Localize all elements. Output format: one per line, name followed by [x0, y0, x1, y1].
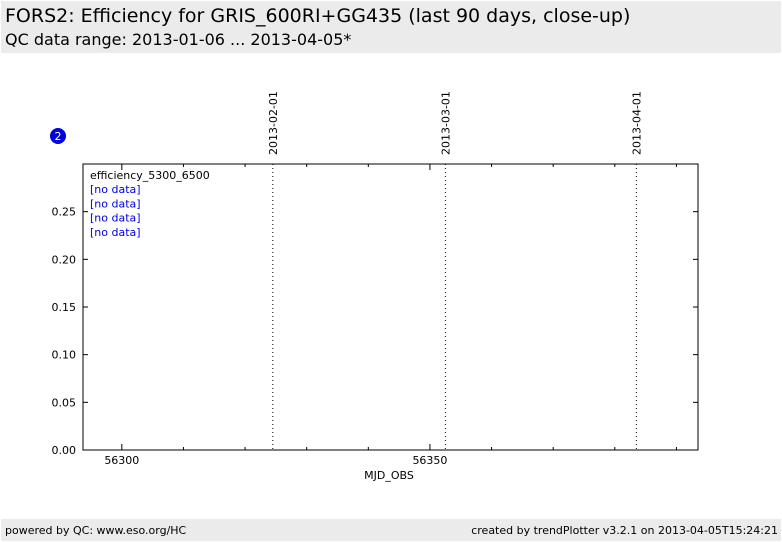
legend-entry: [no data]: [90, 183, 141, 196]
y-tick-label: 0.20: [52, 253, 77, 266]
y-tick-label: 0.25: [52, 206, 77, 219]
y-tick-label: 0.00: [52, 444, 77, 457]
y-tick-label: 0.15: [52, 301, 77, 314]
x-axis-label: MJD_OBS: [364, 469, 414, 482]
x-tick-label: 56350: [412, 454, 447, 467]
badge: [50, 128, 66, 144]
footer: powered by QC: www.eso.org/HC created by…: [1, 519, 781, 541]
legend-entry: [no data]: [90, 226, 141, 239]
y-tick-label: 0.05: [52, 396, 77, 409]
x-tick-label: 56300: [104, 454, 139, 467]
subtitle: QC data range: 2013-01-06 ... 2013-04-05…: [5, 30, 352, 49]
legend-entry: [no data]: [90, 212, 141, 225]
badge-label: 2: [55, 130, 62, 143]
date-marker-label: 2013-03-01: [439, 91, 452, 155]
title: FORS2: Efficiency for GRIS_600RI+GG435 (…: [5, 5, 631, 27]
legend-entry: [no data]: [90, 197, 141, 210]
legend-title: efficiency_5300_6500: [90, 169, 210, 182]
date-marker-label: 2013-02-01: [267, 91, 280, 155]
date-marker-label: 2013-04-01: [630, 91, 643, 155]
plot-frame: [82, 163, 699, 451]
header: FORS2: Efficiency for GRIS_600RI+GG435 (…: [1, 1, 781, 53]
footer-left: powered by QC: www.eso.org/HC: [5, 524, 187, 537]
y-tick-label: 0.10: [52, 349, 77, 362]
footer-right: created by trendPlotter v3.2.1 on 2013-0…: [471, 524, 778, 537]
